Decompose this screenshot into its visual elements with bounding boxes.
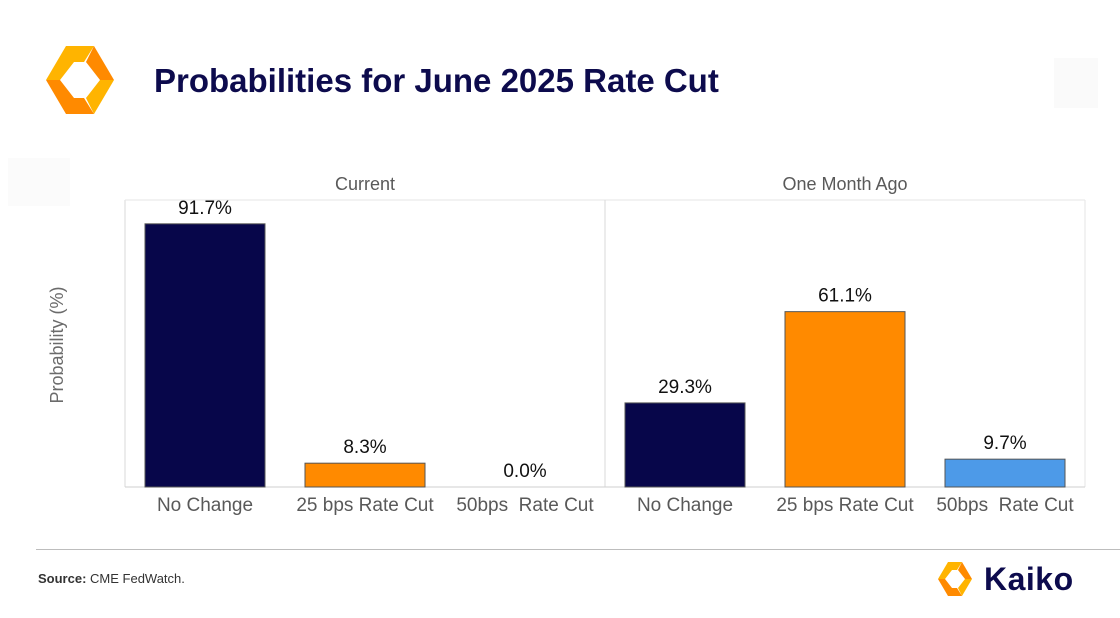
page-title: Probabilities for June 2025 Rate Cut — [154, 62, 719, 99]
x-tick-label: No Change — [637, 495, 733, 516]
x-tick-label: 50bps Rate Cut — [936, 495, 1074, 516]
x-tick-label: No Change — [157, 495, 253, 516]
x-tick-label: 50bps Rate Cut — [456, 495, 594, 516]
chart: Current 91.7% No Change 8.3% 25 bps Rate Cut… — [47, 174, 1086, 516]
brand-logo: Kaiko — [934, 557, 1074, 601]
data-label: 91.7% — [178, 198, 232, 219]
data-label: 8.3% — [343, 437, 386, 458]
source-note: Source: CME FedWatch. — [38, 571, 185, 586]
data-label: 61.1% — [818, 286, 872, 307]
source-label: Source: — [38, 571, 87, 586]
kaiko-logo-icon — [46, 46, 114, 114]
kaiko-brand-icon — [938, 562, 972, 596]
watermark-icon — [1054, 58, 1098, 108]
data-label: 9.7% — [983, 433, 1026, 454]
brand-name: Kaiko — [984, 560, 1074, 597]
data-label: 29.3% — [658, 377, 712, 398]
bar — [144, 223, 266, 488]
watermark-icon — [8, 158, 70, 206]
x-tick-label: 25 bps Rate Cut — [776, 495, 914, 516]
y-axis-label: Probability (%) — [47, 286, 67, 403]
data-label: 0.0% — [503, 461, 546, 482]
bar — [944, 458, 1066, 488]
panel-title: Current — [335, 174, 395, 194]
panel-title: One Month Ago — [782, 174, 907, 194]
bar — [304, 462, 426, 488]
bar — [784, 311, 906, 488]
x-tick-label: 25 bps Rate Cut — [296, 495, 434, 516]
bar — [624, 402, 746, 488]
footer-divider — [36, 549, 1120, 550]
source-text: CME FedWatch. — [86, 571, 185, 586]
